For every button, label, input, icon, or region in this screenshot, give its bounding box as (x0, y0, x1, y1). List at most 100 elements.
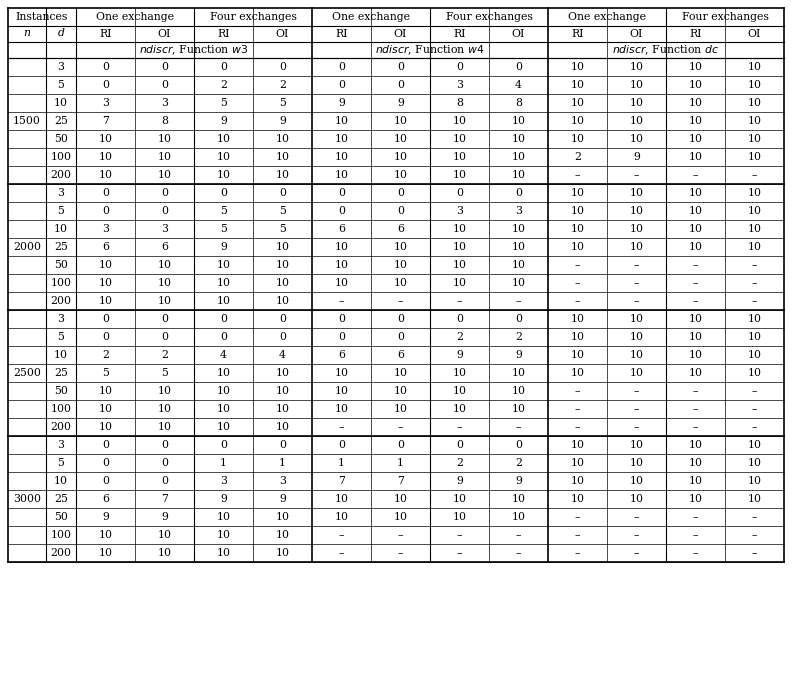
Text: 10: 10 (394, 152, 408, 162)
Text: 2: 2 (515, 332, 522, 342)
Text: 10: 10 (334, 242, 348, 252)
Text: 0: 0 (102, 188, 109, 198)
Text: 6: 6 (102, 242, 109, 252)
Text: RI: RI (571, 29, 584, 39)
Text: 0: 0 (102, 476, 109, 486)
Text: 10: 10 (158, 260, 172, 270)
Text: 10: 10 (748, 206, 761, 216)
Text: 0: 0 (397, 62, 404, 72)
Text: 0: 0 (515, 314, 522, 324)
Text: 10: 10 (334, 494, 348, 504)
Text: 10: 10 (98, 278, 112, 288)
Text: –: – (634, 422, 639, 432)
Text: 10: 10 (216, 170, 230, 180)
Text: 10: 10 (688, 152, 703, 162)
Text: 10: 10 (630, 116, 644, 126)
Text: 0: 0 (220, 440, 227, 450)
Text: 10: 10 (570, 314, 584, 324)
Text: 10: 10 (748, 350, 761, 360)
Text: 10: 10 (334, 134, 348, 144)
Text: OI: OI (394, 29, 407, 39)
Text: 4: 4 (279, 350, 286, 360)
Text: 10: 10 (570, 494, 584, 504)
Text: 10: 10 (570, 116, 584, 126)
Text: 10: 10 (630, 224, 644, 234)
Text: 5: 5 (58, 332, 64, 342)
Text: 10: 10 (54, 224, 68, 234)
Text: 10: 10 (570, 476, 584, 486)
Text: 10: 10 (748, 80, 761, 90)
Text: 10: 10 (688, 332, 703, 342)
Text: 0: 0 (456, 440, 463, 450)
Text: 10: 10 (570, 206, 584, 216)
Text: –: – (575, 512, 581, 522)
Text: 0: 0 (397, 80, 404, 90)
Text: 2: 2 (515, 458, 522, 468)
Text: 10: 10 (748, 242, 761, 252)
Text: –: – (575, 278, 581, 288)
Text: 0: 0 (397, 206, 404, 216)
Text: 0: 0 (102, 332, 109, 342)
Text: Instances: Instances (16, 12, 68, 22)
Text: –: – (634, 170, 639, 180)
Text: 10: 10 (688, 80, 703, 90)
Text: 10: 10 (630, 98, 644, 108)
Text: 3: 3 (58, 314, 64, 324)
Text: 0: 0 (220, 188, 227, 198)
Text: 3: 3 (58, 62, 64, 72)
Text: 0: 0 (161, 80, 168, 90)
Text: 3: 3 (102, 98, 109, 108)
Text: 10: 10 (334, 170, 348, 180)
Text: 10: 10 (216, 152, 230, 162)
Text: –: – (575, 260, 581, 270)
Text: 10: 10 (630, 440, 644, 450)
Text: 50: 50 (54, 134, 68, 144)
Text: 9: 9 (279, 116, 286, 126)
Text: 1500: 1500 (13, 116, 41, 126)
Text: RI: RI (99, 29, 112, 39)
Text: OI: OI (748, 29, 761, 39)
Text: 2: 2 (574, 152, 581, 162)
Text: 10: 10 (688, 350, 703, 360)
Text: –: – (752, 278, 757, 288)
Text: –: – (634, 512, 639, 522)
Text: 1: 1 (397, 458, 404, 468)
Text: 10: 10 (216, 548, 230, 558)
Text: 0: 0 (220, 314, 227, 324)
Text: 4: 4 (515, 80, 522, 90)
Text: 3: 3 (102, 224, 109, 234)
Text: 0: 0 (220, 332, 227, 342)
Text: 2: 2 (161, 350, 168, 360)
Text: –: – (634, 530, 639, 540)
Text: 10: 10 (630, 332, 644, 342)
Text: –: – (693, 548, 699, 558)
Text: –: – (339, 530, 345, 540)
Text: –: – (693, 386, 699, 396)
Text: d: d (58, 28, 64, 38)
Text: 10: 10 (688, 314, 703, 324)
Text: 9: 9 (279, 494, 286, 504)
Text: 1: 1 (220, 458, 227, 468)
Text: 0: 0 (279, 62, 286, 72)
Text: 10: 10 (158, 278, 172, 288)
Text: 10: 10 (452, 512, 466, 522)
Text: 0: 0 (515, 62, 522, 72)
Text: 10: 10 (54, 98, 68, 108)
Text: 5: 5 (161, 368, 168, 378)
Text: 2500: 2500 (13, 368, 41, 378)
Text: 3: 3 (58, 440, 64, 450)
Text: 10: 10 (158, 152, 172, 162)
Text: 0: 0 (102, 314, 109, 324)
Text: 10: 10 (54, 350, 68, 360)
Text: 10: 10 (630, 314, 644, 324)
Text: 10: 10 (630, 368, 644, 378)
Text: 10: 10 (98, 530, 112, 540)
Text: 10: 10 (512, 278, 526, 288)
Text: –: – (634, 386, 639, 396)
Text: 2: 2 (456, 458, 463, 468)
Text: 3: 3 (279, 476, 286, 486)
Text: 10: 10 (276, 134, 290, 144)
Text: 10: 10 (276, 368, 290, 378)
Text: –: – (516, 422, 521, 432)
Text: $\mathit{ndiscr}$, Function $\mathit{w4}$: $\mathit{ndiscr}$, Function $\mathit{w4}… (375, 43, 485, 56)
